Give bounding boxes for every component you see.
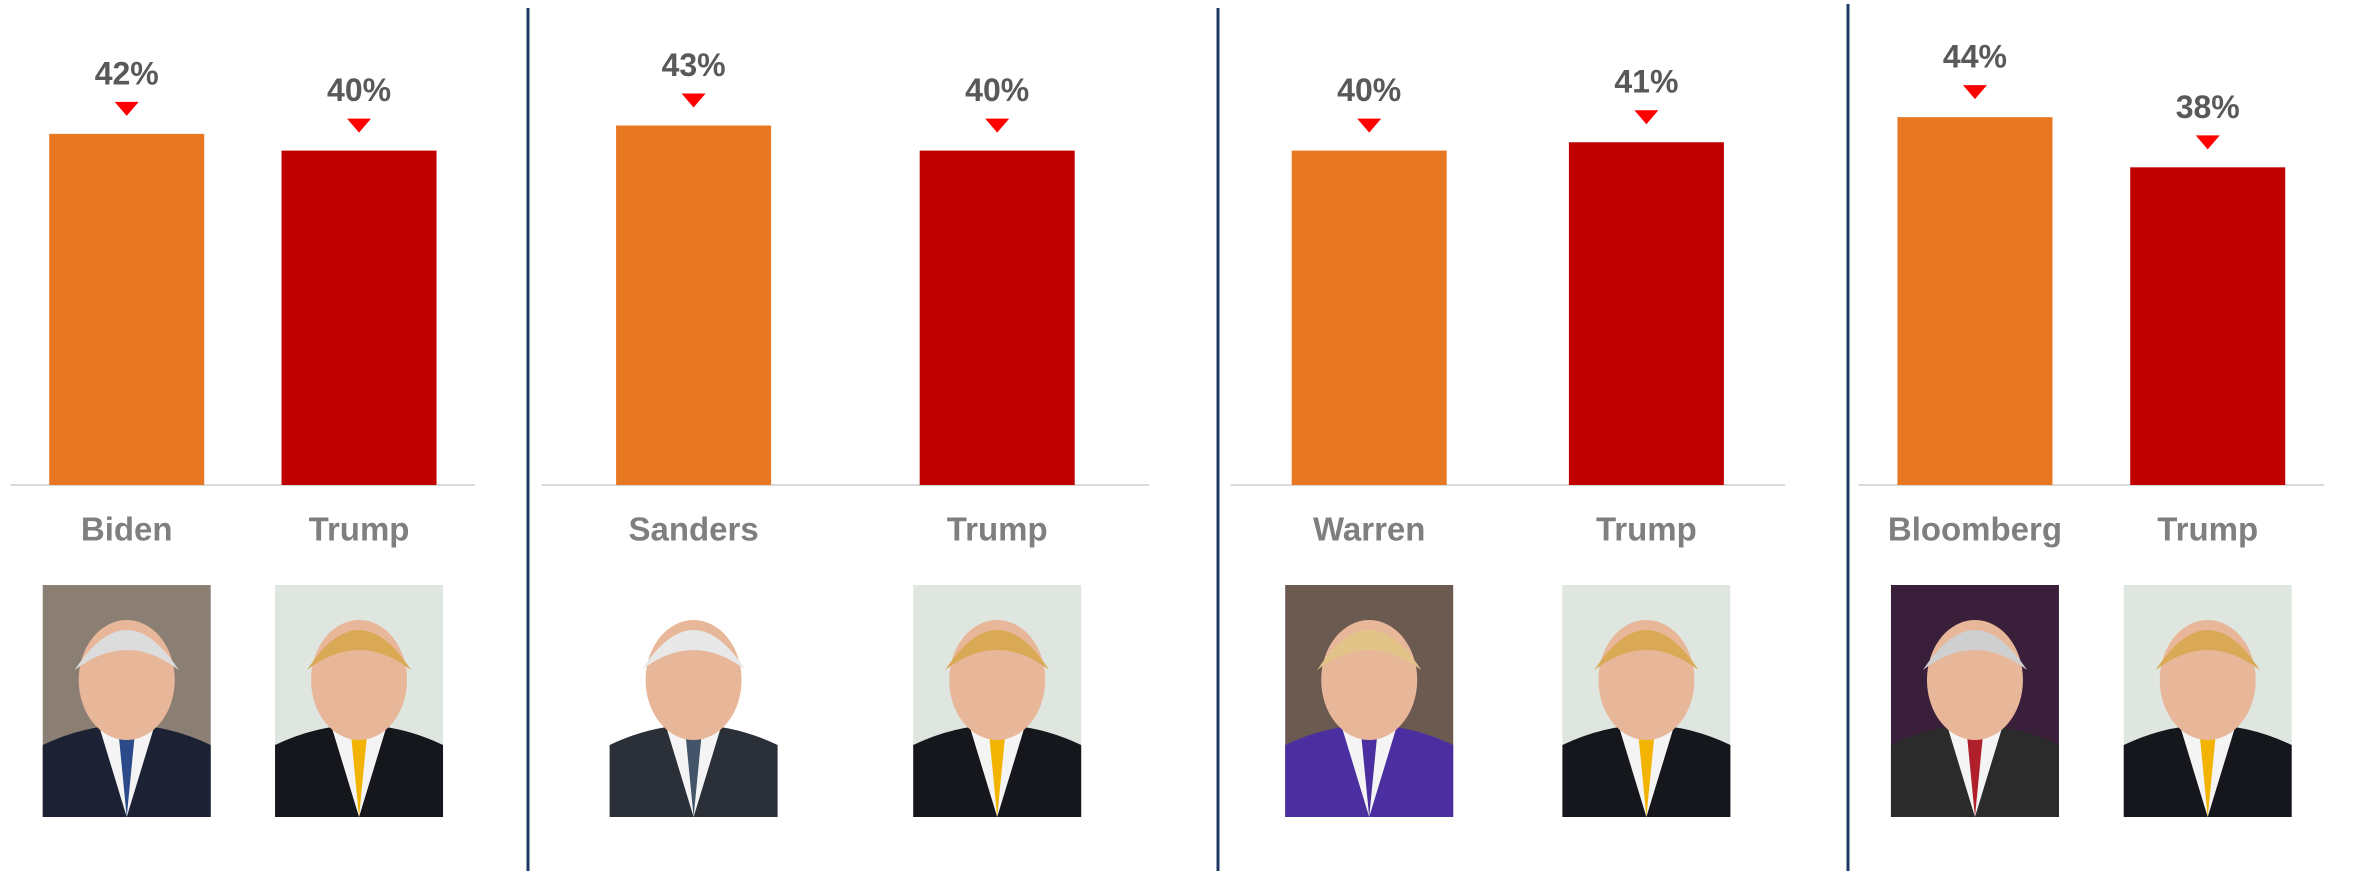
change-marker bbox=[347, 118, 372, 133]
value-label: 41% bbox=[1614, 64, 1678, 100]
photo bbox=[2123, 585, 2292, 817]
photo-hair bbox=[307, 630, 412, 670]
category-label: Sanders bbox=[628, 511, 758, 548]
bar bbox=[281, 150, 437, 485]
bar bbox=[919, 150, 1075, 485]
value-label: 38% bbox=[2176, 89, 2240, 125]
category-label: Trump bbox=[947, 511, 1048, 548]
category-label: Trump bbox=[309, 511, 410, 548]
photo-hair bbox=[945, 630, 1050, 670]
photo bbox=[42, 585, 211, 817]
photo bbox=[1562, 585, 1731, 817]
change-marker bbox=[985, 118, 1010, 133]
photo-hair bbox=[1317, 630, 1422, 670]
photo bbox=[1890, 585, 2059, 817]
change-marker bbox=[1357, 118, 1382, 133]
value-label: 44% bbox=[1943, 39, 2007, 75]
bar bbox=[616, 125, 772, 486]
bar bbox=[1291, 150, 1447, 485]
photo-tie bbox=[685, 735, 702, 817]
photo-hair bbox=[1922, 630, 2027, 670]
photo-hair bbox=[74, 630, 179, 670]
photo-tie bbox=[118, 735, 135, 817]
photo-hair bbox=[1594, 630, 1699, 670]
photo-tie bbox=[1361, 735, 1378, 817]
value-label: 40% bbox=[327, 72, 391, 108]
bar bbox=[1897, 117, 2053, 485]
category-label: Warren bbox=[1313, 511, 1425, 548]
category-label: Trump bbox=[2157, 511, 2258, 548]
change-marker bbox=[2195, 135, 2220, 150]
bar bbox=[2130, 167, 2286, 485]
value-label: 42% bbox=[95, 55, 159, 91]
change-marker bbox=[681, 93, 706, 108]
photo-hair bbox=[641, 630, 746, 670]
category-label: Trump bbox=[1596, 511, 1697, 548]
value-label: 43% bbox=[662, 47, 726, 83]
category-label: Biden bbox=[81, 511, 173, 548]
category-label: Bloomberg bbox=[1888, 511, 2062, 548]
bar bbox=[1568, 142, 1724, 486]
photo-tie bbox=[1638, 735, 1655, 817]
photo bbox=[1285, 585, 1454, 817]
photo-tie bbox=[1966, 735, 1983, 817]
bar bbox=[49, 133, 205, 485]
value-label: 40% bbox=[1337, 72, 1401, 108]
photo bbox=[609, 585, 778, 817]
change-marker bbox=[1634, 110, 1659, 125]
photo-tie bbox=[989, 735, 1006, 817]
photo bbox=[275, 585, 444, 817]
change-marker bbox=[114, 101, 139, 116]
photo-tie bbox=[2199, 735, 2216, 817]
photo-tie bbox=[351, 735, 368, 817]
photo-hair bbox=[2155, 630, 2260, 670]
photo bbox=[913, 585, 1082, 817]
value-label: 40% bbox=[965, 72, 1029, 108]
change-marker bbox=[1962, 85, 1987, 100]
